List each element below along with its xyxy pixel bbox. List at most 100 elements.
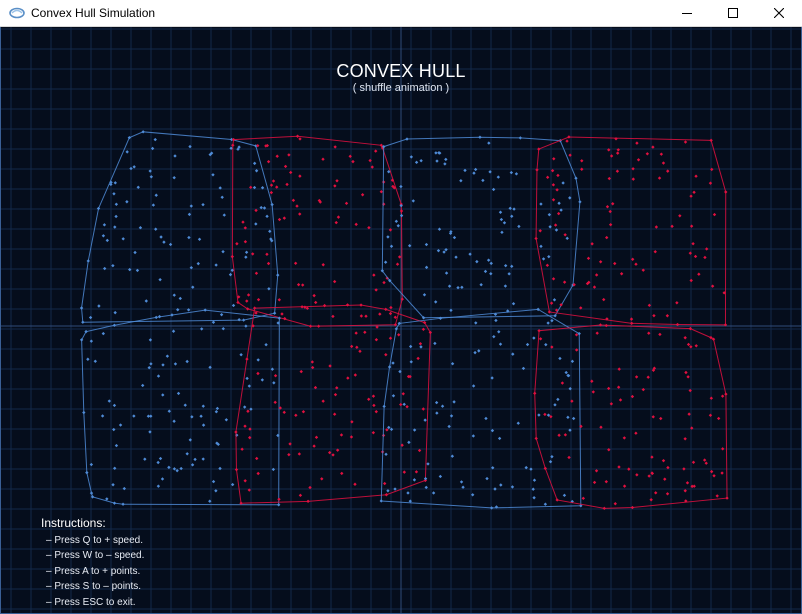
hull-point xyxy=(246,409,250,413)
hull-point xyxy=(438,474,443,479)
hull-point xyxy=(594,273,599,277)
hull-point xyxy=(683,140,688,144)
hull-point xyxy=(697,272,701,276)
hull-point xyxy=(379,499,383,503)
hull-point xyxy=(161,363,165,367)
hull-point xyxy=(272,311,277,315)
hull-point xyxy=(411,199,415,203)
hull-point xyxy=(191,285,195,289)
hull-point xyxy=(650,471,655,476)
close-icon xyxy=(774,8,784,18)
hull-point xyxy=(208,499,212,503)
hull-point xyxy=(230,268,234,272)
hull-point xyxy=(684,370,688,375)
hull-point xyxy=(121,237,125,241)
hull-point xyxy=(437,227,442,231)
hull-point xyxy=(300,283,305,287)
maximize-button[interactable] xyxy=(710,0,756,26)
hull-point xyxy=(630,505,635,510)
hull-point xyxy=(190,463,195,467)
hull-point xyxy=(367,397,371,401)
hull-point xyxy=(298,137,302,141)
hull-point xyxy=(568,153,572,157)
hull-point xyxy=(250,252,255,256)
hull-point xyxy=(563,233,567,237)
hull-point xyxy=(599,425,603,429)
hull-point xyxy=(218,186,222,190)
hull-point xyxy=(359,303,363,307)
hull-point xyxy=(568,196,572,200)
hull-point xyxy=(336,215,341,219)
instruction-speed-down: – Press W to – speed. xyxy=(46,550,145,562)
hull-point xyxy=(243,479,247,483)
hull-point xyxy=(112,192,116,196)
hull-point xyxy=(409,360,413,364)
hull-point xyxy=(201,457,205,461)
hull-point xyxy=(402,470,407,474)
hull-point xyxy=(500,230,504,235)
hull-point xyxy=(296,282,301,287)
hull-point xyxy=(393,487,397,491)
hull-point xyxy=(598,260,603,264)
hull-point xyxy=(313,300,318,305)
hull-point xyxy=(487,141,491,145)
hull-point xyxy=(399,402,403,407)
hull-point xyxy=(554,228,559,232)
hull-point xyxy=(539,244,543,249)
hull-point xyxy=(141,130,145,134)
hull-point xyxy=(149,414,153,418)
minimize-button[interactable] xyxy=(664,0,710,26)
hull-point xyxy=(565,236,569,241)
hull-point xyxy=(121,502,125,506)
hull-point xyxy=(231,143,235,147)
hull-point xyxy=(562,493,567,498)
window-title: Convex Hull Simulation xyxy=(31,6,156,20)
hull-point xyxy=(645,152,650,156)
hull-point xyxy=(256,297,261,302)
hull-point xyxy=(245,376,249,381)
simulation-canvas[interactable]: CONVEX HULL ( shuffle animation ) Instru… xyxy=(1,27,801,613)
hull-point xyxy=(407,440,411,445)
hull-point xyxy=(113,181,117,185)
hull-point xyxy=(692,190,696,194)
hull-point xyxy=(185,452,189,456)
hull-point xyxy=(512,207,516,211)
hull-point xyxy=(241,318,246,322)
hull-point xyxy=(409,155,414,159)
title-bar[interactable]: Convex Hull Simulation xyxy=(0,0,802,27)
hull-point xyxy=(558,356,562,361)
hull-point xyxy=(299,369,303,374)
hull-point xyxy=(688,251,693,255)
hull-point xyxy=(649,498,653,502)
hull-point xyxy=(249,407,253,411)
hull-point xyxy=(230,254,235,259)
hull-point xyxy=(355,345,359,349)
hull-point xyxy=(265,143,270,148)
hull-point xyxy=(266,159,271,164)
hull-point xyxy=(472,171,476,175)
hull-point xyxy=(209,151,214,155)
close-button[interactable] xyxy=(756,0,802,26)
hull-point xyxy=(231,137,236,142)
hull-point xyxy=(255,456,259,461)
hull-point xyxy=(188,144,192,149)
hull-point xyxy=(602,506,606,511)
hull-point xyxy=(96,206,101,211)
hull-point xyxy=(314,435,319,440)
hull-point xyxy=(247,384,251,388)
hull-point xyxy=(555,188,559,192)
hull-point xyxy=(283,164,288,169)
hull-point xyxy=(517,224,521,229)
hull-outline xyxy=(534,324,728,509)
hull-point xyxy=(518,136,523,140)
hull-point xyxy=(275,154,279,158)
hull-point xyxy=(611,202,615,206)
hull-point xyxy=(149,175,154,179)
hull-point xyxy=(503,284,508,288)
hull-point xyxy=(389,244,394,249)
hull-point xyxy=(604,479,608,484)
hull-point xyxy=(560,381,565,385)
hull-point xyxy=(167,465,171,470)
hull-point xyxy=(358,349,362,354)
hull-point xyxy=(321,263,325,267)
